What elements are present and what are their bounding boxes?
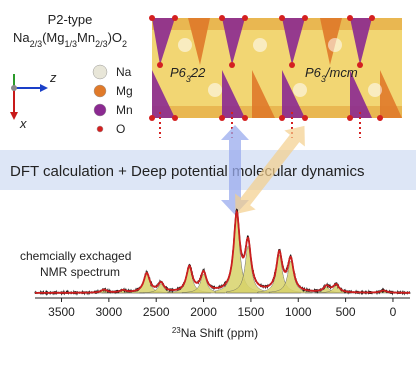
x-tick-label: 2500 bbox=[143, 305, 170, 319]
formula: Na2/3(Mg1/3Mn2/3)O2 bbox=[13, 30, 127, 49]
formula-part: Mn bbox=[77, 30, 95, 45]
axis-z: z bbox=[49, 70, 57, 85]
x-axis-label: 23Na Shift (ppm) bbox=[172, 326, 258, 341]
phase-type: P2-type bbox=[48, 12, 93, 27]
legend-label: O bbox=[116, 122, 125, 136]
formula-part: P6 bbox=[305, 65, 322, 80]
x-tick-label: 1000 bbox=[285, 305, 312, 319]
atom-swatch bbox=[94, 104, 106, 116]
formula-part: /mcm bbox=[325, 65, 358, 80]
atom-swatch bbox=[94, 85, 106, 97]
x-tick-label: 500 bbox=[336, 305, 356, 319]
banner: DFT calculation + Deep potential molecul… bbox=[10, 163, 364, 180]
x-tick-label: 3000 bbox=[96, 305, 123, 319]
legend-label: Na bbox=[116, 65, 132, 79]
legend-label: Mg bbox=[116, 84, 133, 98]
label-part: Na Shift (ppm) bbox=[181, 326, 258, 340]
atom-legend: Na Mg Mn O bbox=[93, 65, 133, 136]
formula-part: 2 bbox=[122, 39, 127, 49]
spectrum-label: chemcially exchaged bbox=[20, 249, 131, 263]
formula-part: 2/3 bbox=[30, 39, 43, 49]
legend-label: Mn bbox=[116, 103, 133, 117]
formula-part: (Mg bbox=[42, 30, 64, 45]
formula-part: 2/3 bbox=[95, 39, 108, 49]
x-tick-label: 0 bbox=[390, 305, 397, 319]
formula-part: )O bbox=[108, 30, 122, 45]
formula-part: P6 bbox=[170, 65, 187, 80]
spectrum-label: NMR spectrum bbox=[40, 265, 120, 279]
figure: P2-type Na2/3(Mg1/3Mn2/3)O2 z x NaMgMnO … bbox=[0, 0, 416, 374]
atom-swatch bbox=[97, 126, 103, 132]
x-tick-label: 2000 bbox=[190, 305, 217, 319]
atom-swatch bbox=[93, 65, 107, 79]
formula-part: 22 bbox=[190, 65, 206, 80]
axes-icon bbox=[10, 74, 48, 120]
formula-part: Na bbox=[13, 30, 30, 45]
formula-part: 1/3 bbox=[64, 39, 77, 49]
x-tick-label: 3500 bbox=[48, 305, 75, 319]
x-tick-label: 1500 bbox=[238, 305, 265, 319]
axis-x: x bbox=[19, 116, 27, 131]
